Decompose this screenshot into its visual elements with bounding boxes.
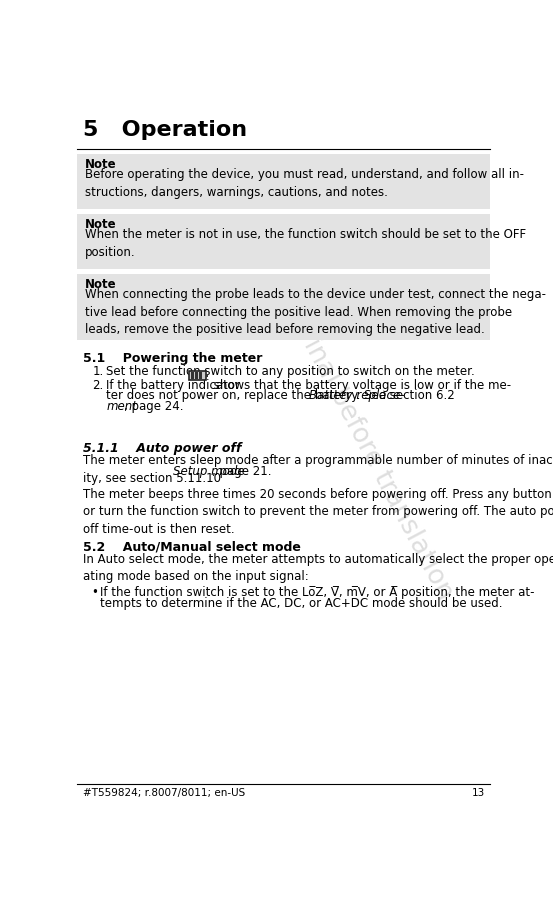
Text: Before operating the device, you must read, understand, and follow all in-
struc: Before operating the device, you must re… [85, 168, 524, 199]
Text: , page 21.: , page 21. [212, 464, 272, 478]
Text: If the function switch is set to the Lo̅Z, V̅, m̅V, or A̅ position, the meter at: If the function switch is set to the Lo̅… [100, 586, 535, 599]
Bar [191, 373, 194, 378]
Bar [195, 373, 198, 378]
Bar [77, 274, 490, 340]
Text: Note: Note [85, 217, 116, 231]
Text: Note: Note [85, 278, 116, 291]
Text: ter does not power on, replace the battery. See section 6.2: ter does not power on, replace the batte… [106, 389, 459, 403]
Text: ment: ment [106, 400, 137, 413]
Text: •: • [91, 586, 98, 599]
Text: If the battery indicator: If the battery indicator [106, 378, 244, 392]
Text: , page 24.: , page 24. [124, 400, 184, 413]
Text: shows that the battery voltage is low or if the me-: shows that the battery voltage is low or… [210, 378, 512, 392]
Text: When the meter is not in use, the function switch should be set to the OFF
posit: When the meter is not in use, the functi… [85, 228, 526, 259]
Text: In Auto select mode, the meter attempts to automatically select the proper oper-: In Auto select mode, the meter attempts … [83, 553, 553, 583]
Text: Final before translation: Final before translation [292, 323, 458, 604]
Text: tempts to determine if the AC, DC, or AC+DC mode should be used.: tempts to determine if the AC, DC, or AC… [100, 597, 503, 610]
Text: 5.1    Powering the meter: 5.1 Powering the meter [83, 353, 263, 365]
Text: The meter beeps three times 20 seconds before powering off. Press any button
or : The meter beeps three times 20 seconds b… [83, 488, 553, 536]
Text: The meter enters sleep mode after a programmable number of minutes of inactiv-
i: The meter enters sleep mode after a prog… [83, 454, 553, 484]
Text: 13: 13 [472, 788, 486, 798]
Text: 1.: 1. [92, 365, 103, 378]
Text: #T559824; r.8007/8011; en-US: #T559824; r.8007/8011; en-US [83, 788, 246, 798]
Bar [77, 214, 490, 269]
Text: 2.: 2. [92, 378, 103, 392]
Bar [77, 154, 490, 209]
Text: Setup mode: Setup mode [173, 464, 244, 478]
Bar [199, 373, 202, 378]
Text: 5.1.1    Auto power off: 5.1.1 Auto power off [83, 442, 242, 454]
Text: Battery replace-: Battery replace- [309, 389, 405, 403]
Bar [206, 374, 208, 377]
Text: When connecting the probe leads to the device under test, connect the nega-
tive: When connecting the probe leads to the d… [85, 288, 546, 336]
Text: 5   Operation: 5 Operation [83, 120, 247, 140]
Text: Note: Note [85, 157, 116, 171]
Bar [189, 371, 206, 380]
Text: Set the function switch to any position to switch on the meter.: Set the function switch to any position … [106, 365, 475, 378]
Text: 5.2    Auto/Manual select mode: 5.2 Auto/Manual select mode [83, 540, 301, 554]
